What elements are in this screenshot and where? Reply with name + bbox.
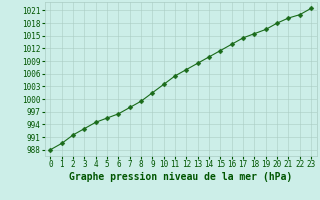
X-axis label: Graphe pression niveau de la mer (hPa): Graphe pression niveau de la mer (hPa)	[69, 172, 292, 182]
